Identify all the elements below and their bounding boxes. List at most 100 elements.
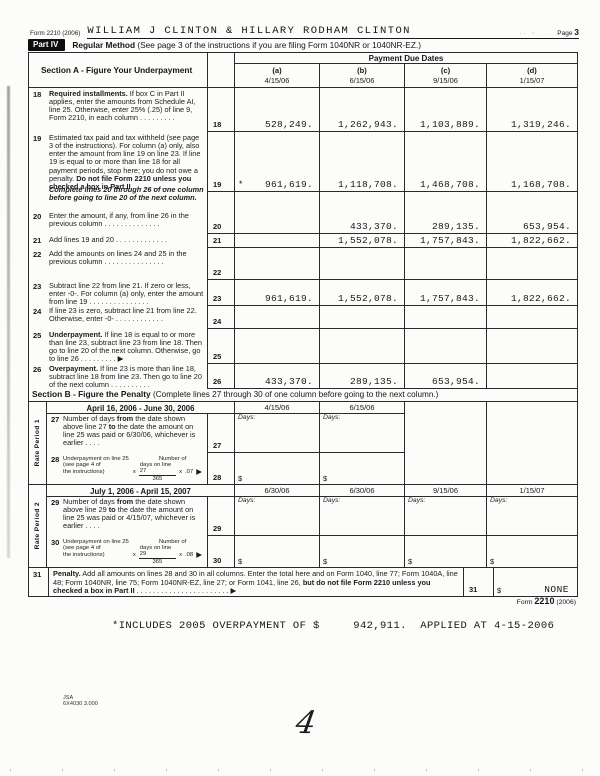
table-row-31: 31 Penalty. Add all amounts on lines 28 … xyxy=(29,568,577,597)
line-description: Underpayment on line 25 (see page 4 of the… xyxy=(63,536,207,567)
days-label: Days: xyxy=(238,497,256,504)
days-label: Days: xyxy=(323,414,341,421)
rate-period-2-rows: July 1, 2006 - April 15, 2007 6/30/06 6/… xyxy=(47,485,577,567)
table-row-25: 25 Underpayment. If line 18 is equal to … xyxy=(29,329,577,364)
column-header-c: (c) 9/15/06 xyxy=(404,64,486,87)
formula-text: the instructions) xyxy=(63,551,105,558)
amount-value: 1,757,843. xyxy=(404,234,486,248)
line-number: 18 xyxy=(33,89,42,99)
empty-cell xyxy=(404,413,486,453)
entry-box-number: 24 xyxy=(207,305,234,329)
amount-value: 528,249. xyxy=(234,88,319,132)
dollar-sign: $ xyxy=(490,557,495,566)
footer-form-word: Form xyxy=(516,599,533,606)
line-description: Add lines 19 and 20 . . . . . . . . . . … xyxy=(49,234,207,248)
rate-period-1-label: Rate Period 1 xyxy=(34,419,41,467)
rate-period-2-label: Rate Period 2 xyxy=(34,502,41,550)
line-number: 31 xyxy=(29,568,49,597)
scan-edge-artifact xyxy=(7,86,10,558)
amount-value: 1,552,078. xyxy=(319,234,404,248)
col-letter: (b) xyxy=(357,66,367,75)
dollar-sign: $ xyxy=(323,557,328,566)
amount-value: 433,370. xyxy=(234,363,319,390)
period-2-date-a: 6/30/06 xyxy=(234,485,319,497)
empty-cell xyxy=(486,413,577,453)
column-header-a: (a) 4/15/06 xyxy=(234,64,319,87)
table-row-19: 19 Estimated tax paid and tax withheld (… xyxy=(29,132,577,192)
desc-bold: to xyxy=(108,421,116,431)
amount-value: 433,370. xyxy=(319,210,404,234)
desc-bold: Do not file Form 2210 unless you checked… xyxy=(49,173,192,192)
desc-text: If box C in Part II applies, enter the a… xyxy=(49,88,196,123)
period-1-date-a: 4/15/06 xyxy=(234,402,319,414)
col-date: 6/15/06 xyxy=(349,76,375,85)
line-number: 27 xyxy=(51,414,60,424)
amount-value xyxy=(234,329,319,364)
line-number: 20 xyxy=(33,211,42,221)
scan-specks xyxy=(10,769,590,771)
part-iv-title-bold: Regular Method xyxy=(72,40,136,50)
dollar-sign: $ xyxy=(323,474,328,483)
desc-bold: Required installments. xyxy=(49,88,128,98)
line-number: 26 xyxy=(33,364,42,374)
desc-text: Subtract line 22 from line 21. If zero o… xyxy=(49,280,204,307)
col-letter: (d) xyxy=(527,66,537,75)
desc-text: Number of days xyxy=(63,413,117,423)
amount-value: 1,118,708. xyxy=(319,132,404,192)
form-table: Section A - Figure Your Underpayment Pay… xyxy=(28,52,578,597)
penalty-formula: Underpayment on line 25 (see page 4 of the… xyxy=(63,455,205,483)
payment-due-dates-label: Payment Due Dates xyxy=(234,53,577,64)
formula-text: Underpayment on line 25 xyxy=(63,455,129,462)
entry-box-number: 18 xyxy=(207,88,234,132)
line-number: 24 xyxy=(33,306,42,316)
amount-value: 653,954. xyxy=(404,363,486,390)
page-number: 3 xyxy=(574,27,579,37)
desc-bold: Underpayment. xyxy=(49,329,103,339)
amount-value: 1,552,078. xyxy=(319,280,404,307)
period-2-date-d: 1/15/07 xyxy=(486,485,577,497)
form-footer: Form 2210 (2006) xyxy=(517,596,576,606)
days-label: Days: xyxy=(490,497,508,504)
amount-value xyxy=(404,248,486,280)
form-id-label: Form 2210 (2006) xyxy=(30,30,81,37)
taxpayer-name-line: WILLIAM J CLINTON & HILLARY RODHAM CLINT… xyxy=(87,25,579,39)
footer-form-number: 2210 xyxy=(534,596,555,606)
dollar-cell: $ xyxy=(486,536,577,567)
table-row-18: 18 Required installments. If box C in Pa… xyxy=(29,88,577,132)
desc-bold: Overpayment. xyxy=(49,363,98,373)
rate-period-1: Rate Period 1 April 16, 2006 - June 30, … xyxy=(29,402,577,485)
dollar-cell: $ xyxy=(319,453,404,484)
multiply-sign: x xyxy=(132,551,136,558)
amount-value: 1,103,889. xyxy=(404,88,486,132)
desc-text: the date shown above line 29 xyxy=(63,496,186,514)
amount-value: 1,757,843. xyxy=(404,280,486,307)
jsa-code: JSA 6X4030 3.000 xyxy=(63,695,98,708)
desc-bold: to xyxy=(108,504,116,514)
line-description: Subtract line 22 from line 21. If zero o… xyxy=(49,280,207,306)
entry-box-number: 23 xyxy=(207,280,234,307)
empty-cell xyxy=(486,453,577,484)
dollar-cell: $ xyxy=(404,536,486,567)
amount-value: 1,822,662. xyxy=(486,280,577,307)
formula-right: Number of x days on line 29 365 x .08 ▶ xyxy=(133,539,205,566)
line-number: 19 xyxy=(33,133,42,143)
desc-bold: from xyxy=(116,413,134,423)
line-description: Penalty. Add all amounts on lines 28 and… xyxy=(49,568,463,596)
period-2-date-b: 6/30/06 xyxy=(319,485,404,497)
fraction-numerator: days on line 29 xyxy=(138,545,177,559)
days-cell: Days: xyxy=(404,496,486,536)
line-number: 21 xyxy=(33,235,42,245)
amount-value xyxy=(404,305,486,329)
empty-cell xyxy=(404,453,486,484)
desc-bold: Penalty. xyxy=(53,569,81,578)
table-row-22: 22 Add the amounts on lines 24 and 25 in… xyxy=(29,248,577,280)
column-header-d: (d) 1/15/07 xyxy=(486,64,577,87)
table-row-24: 24 If line 23 is zero, subtract line 21 … xyxy=(29,305,577,329)
col-letter: (a) xyxy=(272,66,282,75)
formula-right: Number of x days on line 27 365 x .07 ▶ xyxy=(133,456,205,483)
section-b-title: Section B - Figure the Penalty (Complete… xyxy=(29,387,577,402)
desc-text: If line 23 is more than line 18, subtrac… xyxy=(49,363,202,390)
page-word: Page xyxy=(557,30,573,37)
dollar-cell: $ xyxy=(319,536,404,567)
